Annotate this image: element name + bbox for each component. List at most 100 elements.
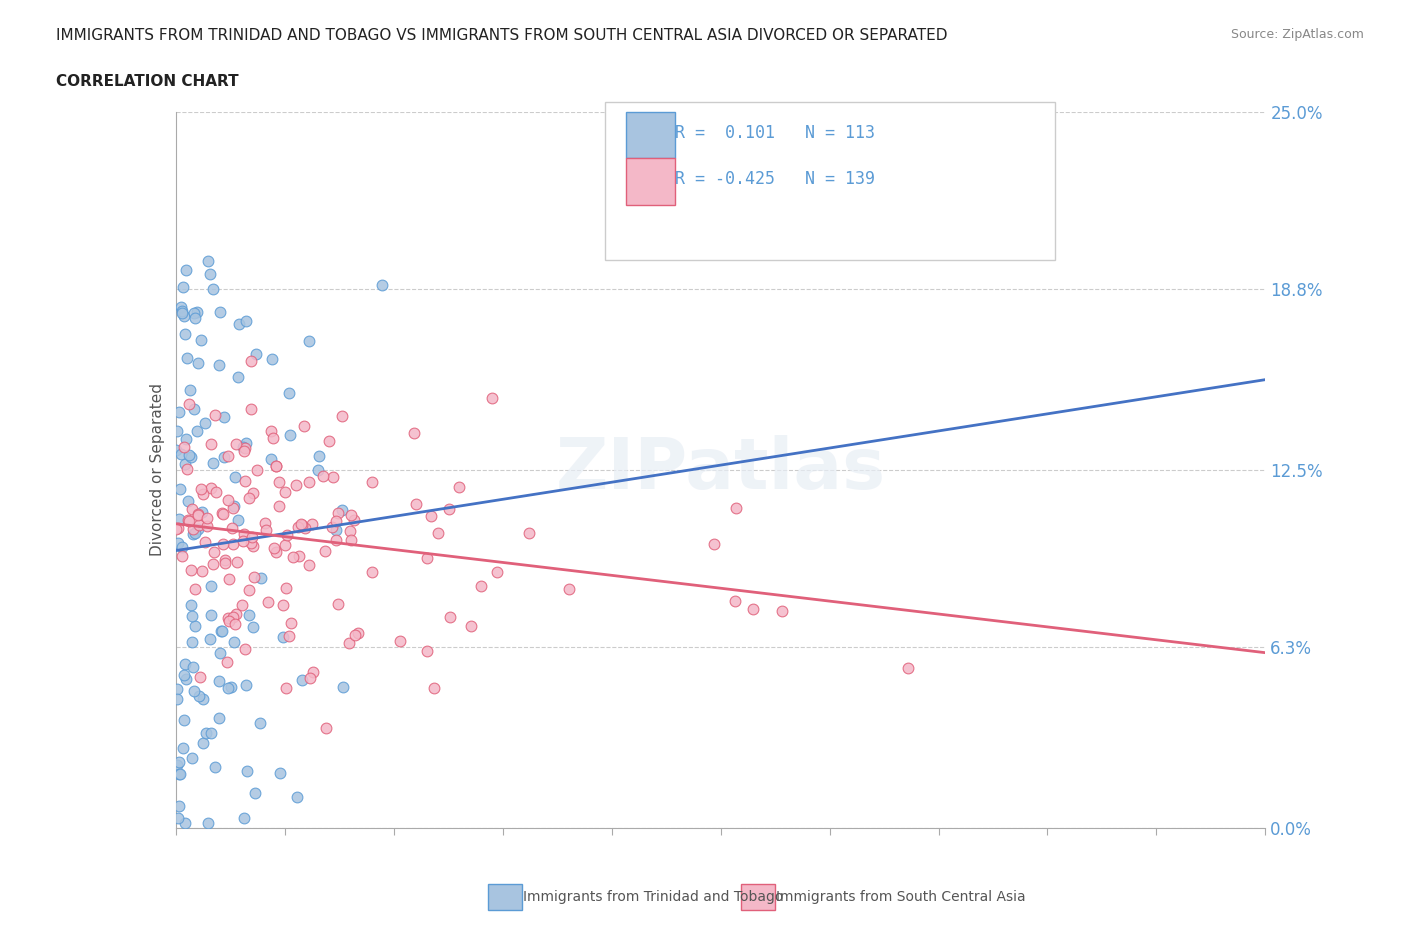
Point [291, 672, 314, 687]
Point [188, 689, 211, 704]
Point [517, 525, 540, 540]
Point [298, 474, 321, 489]
Point [235, 436, 257, 451]
Point [315, 721, 337, 736]
Point [187, 356, 209, 371]
Point [232, 439, 254, 454]
Point [292, 418, 315, 433]
Point [226, 369, 249, 384]
Point [360, 565, 382, 579]
Point [330, 503, 353, 518]
Point [212, 537, 235, 551]
Point [167, 512, 190, 526]
Point [217, 681, 239, 696]
Point [287, 549, 309, 564]
Point [167, 799, 190, 814]
Point [209, 645, 232, 660]
Point [176, 263, 198, 278]
Point [217, 449, 239, 464]
Point [224, 634, 246, 649]
Point [233, 473, 256, 488]
Point [202, 281, 225, 296]
Point [183, 311, 205, 325]
Text: ZIPatlas: ZIPatlas [555, 435, 886, 504]
Point [181, 634, 204, 649]
Point [179, 383, 201, 398]
Point [558, 581, 581, 596]
Point [176, 671, 198, 686]
Point [285, 790, 308, 804]
Point [242, 538, 264, 553]
Point [226, 554, 249, 569]
Point [176, 512, 198, 527]
Point [232, 534, 254, 549]
Point [174, 816, 197, 830]
Point [166, 424, 188, 439]
Point [181, 501, 204, 516]
Point [276, 527, 298, 542]
Point [238, 607, 260, 622]
Point [222, 610, 245, 625]
Point [198, 267, 221, 282]
Point [250, 570, 273, 585]
Point [388, 634, 411, 649]
Point [212, 449, 235, 464]
Point [240, 530, 263, 545]
Point [243, 569, 266, 584]
Point [332, 679, 354, 694]
Point [169, 755, 191, 770]
Point [340, 508, 363, 523]
Point [337, 636, 360, 651]
Point [371, 277, 394, 292]
Point [194, 534, 217, 549]
Point [217, 611, 239, 626]
Point [724, 501, 747, 516]
Text: Immigrants from South Central Asia: Immigrants from South Central Asia [776, 889, 1026, 904]
Point [212, 409, 235, 424]
Point [212, 506, 235, 521]
Point [191, 691, 214, 706]
Point [242, 485, 264, 500]
Point [269, 765, 291, 780]
Point [186, 305, 208, 320]
Point [181, 751, 204, 765]
Point [186, 522, 208, 537]
Point [169, 482, 191, 497]
Point [173, 309, 195, 324]
Point [177, 494, 200, 509]
Point [173, 439, 195, 454]
Point [214, 556, 236, 571]
Point [233, 642, 256, 657]
Point [195, 511, 218, 525]
Point [170, 304, 193, 319]
Point [177, 397, 200, 412]
Point [298, 557, 321, 572]
Point [239, 353, 262, 368]
Point [187, 507, 209, 522]
Point [485, 565, 508, 579]
Point [231, 598, 253, 613]
Point [197, 254, 219, 269]
Point [301, 516, 323, 531]
Point [222, 501, 245, 516]
Point [188, 670, 211, 684]
Point [176, 462, 198, 477]
Point [422, 681, 444, 696]
Point [208, 357, 231, 372]
Point [232, 526, 254, 541]
Point [404, 426, 426, 441]
Point [330, 408, 353, 423]
Point [184, 581, 207, 596]
Point [184, 619, 207, 634]
Point [183, 402, 205, 417]
Point [173, 657, 195, 671]
Point [328, 596, 350, 611]
Point [172, 741, 194, 756]
Point [416, 644, 439, 658]
Point [274, 485, 297, 499]
Point [742, 602, 765, 617]
Point [211, 505, 233, 520]
Point [263, 540, 285, 555]
Point [312, 469, 335, 484]
Point [325, 533, 347, 548]
